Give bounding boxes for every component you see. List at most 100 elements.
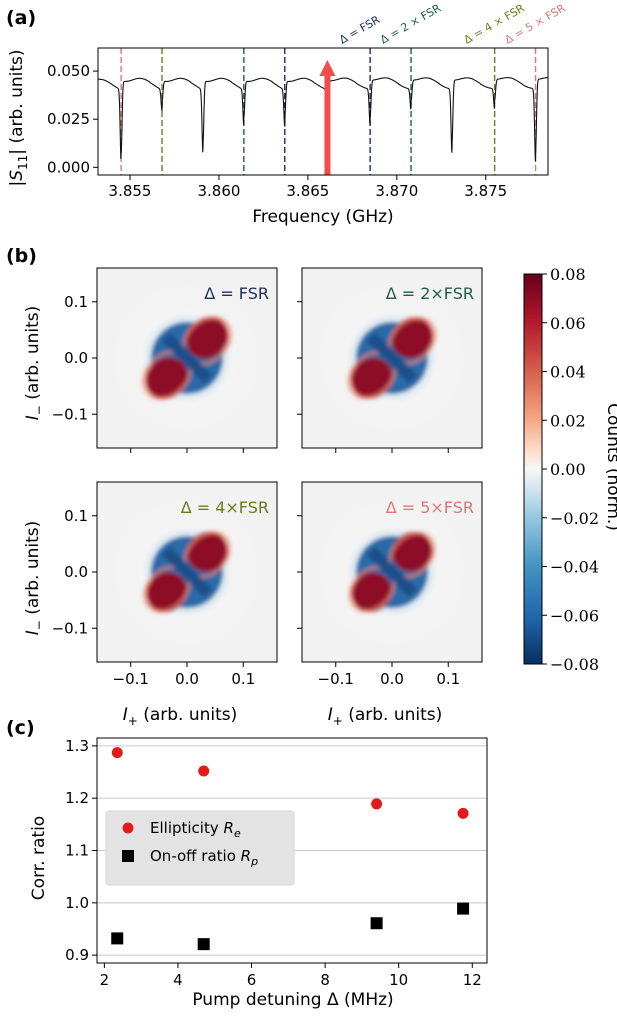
x-tick-label: 3.870 xyxy=(375,182,418,200)
data-point-onoff xyxy=(197,938,210,951)
x-tick-label: 2 xyxy=(100,971,110,989)
colorbar-tick-label: 0.02 xyxy=(550,411,586,430)
panel-a-y-label-sub: 11 xyxy=(16,155,30,170)
legend-entry-label: On-off ratio Rp xyxy=(150,847,258,868)
pump-arrow-shaft xyxy=(324,74,331,175)
heatmap-lobe xyxy=(146,571,188,613)
colorbar-tick-label: 0.08 xyxy=(550,265,586,284)
colorbar-tick-label: −0.02 xyxy=(550,509,599,528)
legend-box xyxy=(105,810,295,886)
data-point-ellipticity xyxy=(371,798,383,810)
y-tick-label: 0.000 xyxy=(47,158,90,176)
panel-label-c: (c) xyxy=(6,717,35,739)
data-point-ellipticity xyxy=(198,765,210,777)
x-tick-label: 10 xyxy=(389,971,408,989)
x-tick-label: 3.855 xyxy=(109,182,152,200)
colorbar-tick-label: −0.06 xyxy=(550,606,599,625)
panel-a-frame xyxy=(97,47,549,176)
colorbar: 0.08 0.06 0.04 0.02 0.00 −0.02 −0.04 −0.06 −0.08 xyxy=(523,265,599,674)
x-tick-label: 8 xyxy=(320,971,330,989)
panel-a-x-axis-label: Frequency (GHz) xyxy=(252,207,393,227)
legend-marker-onoff xyxy=(122,850,134,862)
heatmap-lobe xyxy=(186,317,228,359)
y-tick-label: 0.9 xyxy=(65,946,89,964)
x-tick-label: 3.860 xyxy=(197,182,240,200)
heatmap-pattern xyxy=(347,316,437,400)
y-tick-label: 1.1 xyxy=(65,842,89,860)
x-tick-label: 3.865 xyxy=(286,182,329,200)
data-point-onoff xyxy=(457,902,470,915)
heatmap-diagonal xyxy=(161,546,213,598)
y-tick-label: 0.050 xyxy=(47,62,90,80)
colorbar-tick-label: 0.00 xyxy=(550,460,586,479)
data-point-onoff xyxy=(111,932,124,945)
y-tick-label: 1.3 xyxy=(65,737,89,755)
panel-b-heatmaps: Δ = FSR −0.1 0.0 0.1 Δ = 2×FSR Δ = 4×FSR −0.1 0… xyxy=(52,267,483,688)
panel-b-y-axis-label-top: I− (arb. units) xyxy=(23,306,46,421)
x-tick-label: 6 xyxy=(247,971,257,989)
colorbar-tick-label: 0.06 xyxy=(550,314,586,333)
x-tick-label: 0.0 xyxy=(175,670,199,688)
heatmap-lobe xyxy=(186,531,228,573)
colorbar-gradient xyxy=(523,273,543,665)
x-tick-label: 12 xyxy=(463,971,482,989)
detuning-annotation: Δ = FSR xyxy=(337,13,382,47)
y-tick-label: 0.1 xyxy=(64,293,88,311)
detuning-annotation: Δ = 2 × FSR xyxy=(378,1,443,46)
x-tick-label: −0.1 xyxy=(318,670,354,688)
heatmap-lobe xyxy=(351,357,393,399)
panel-a-y-axis-label: |S11| (arb. units) xyxy=(7,49,30,186)
heatmap-title: Δ = 5×FSR xyxy=(386,498,474,517)
y-tick-label: 0.1 xyxy=(64,507,88,525)
legend-entry-label: Ellipticity Re xyxy=(150,819,241,840)
panel-b-x-axis-label-right: I+ (arb. units) xyxy=(328,705,443,728)
panel-label-a: (a) xyxy=(6,7,36,29)
heatmap-title: Δ = 4×FSR xyxy=(181,498,269,517)
heatmap-pattern xyxy=(142,316,232,400)
data-point-ellipticity xyxy=(457,807,469,819)
colorbar-tick-label: −0.08 xyxy=(550,655,599,674)
panel-b-y-axis-label-bottom: I− (arb. units) xyxy=(23,521,46,636)
heatmap-title: Δ = 2×FSR xyxy=(386,284,474,303)
heatmap-lobe xyxy=(352,572,392,612)
panel-c-x-axis-label: Pump detuning Δ (MHz) xyxy=(192,990,393,1010)
heatmap-lobe xyxy=(146,357,188,399)
pump-arrow-head xyxy=(319,60,336,76)
heatmap-lobe xyxy=(392,532,432,572)
panel-b-x-axis-label-left: I+ (arb. units) xyxy=(123,705,238,728)
panel-c-y-axis-label: Corr. ratio xyxy=(29,816,49,900)
data-point-onoff xyxy=(370,917,383,930)
panel-a-y-label-main: |S xyxy=(7,170,27,187)
y-tick-label: 0.0 xyxy=(64,563,88,581)
y-tick-label: 0.025 xyxy=(47,110,90,128)
colorbar-label: Counts (norm.) xyxy=(603,403,617,531)
x-tick-label: 3.875 xyxy=(464,182,507,200)
panel-c-scatter: 2 4 6 8 10 12 0.9 1.0 1.1 1.2 1.3 Ellipticity Re On-… xyxy=(65,737,488,989)
heatmap-pattern xyxy=(348,530,436,614)
y-tick-label: 0.0 xyxy=(64,349,88,367)
data-point-ellipticity xyxy=(111,747,123,759)
x-tick-label: 0.1 xyxy=(436,670,460,688)
legend: Ellipticity Re On-off ratio Rp xyxy=(105,810,295,886)
x-tick-label: 0.1 xyxy=(231,670,255,688)
panel-label-b: (b) xyxy=(6,245,37,267)
heatmap-title: Δ = FSR xyxy=(204,284,269,303)
y-tick-label: −0.1 xyxy=(52,619,88,637)
heatmap-diagonal xyxy=(366,546,418,598)
x-tick-label: 4 xyxy=(173,971,183,989)
y-tick-label: −0.1 xyxy=(52,405,88,423)
x-tick-label: 0.0 xyxy=(380,670,404,688)
legend-marker-ellipticity xyxy=(122,822,134,834)
panel-a-y-label-tail: | (arb. units) xyxy=(7,49,27,154)
y-tick-label: 1.2 xyxy=(65,789,89,807)
heatmap-diagonal xyxy=(366,332,418,384)
panel-a-spectrum: 3.855 3.860 3.865 3.870 3.875 0.000 0.025 0.050… xyxy=(47,1,568,200)
spectrum-trace xyxy=(97,77,549,162)
heatmap-diagonal xyxy=(161,332,213,384)
heatmap-pattern xyxy=(143,530,231,614)
colorbar-tick-label: −0.04 xyxy=(550,558,599,577)
x-tick-label: −0.1 xyxy=(113,670,149,688)
colorbar-tick-label: 0.04 xyxy=(550,363,586,382)
y-tick-label: 1.0 xyxy=(65,894,89,912)
